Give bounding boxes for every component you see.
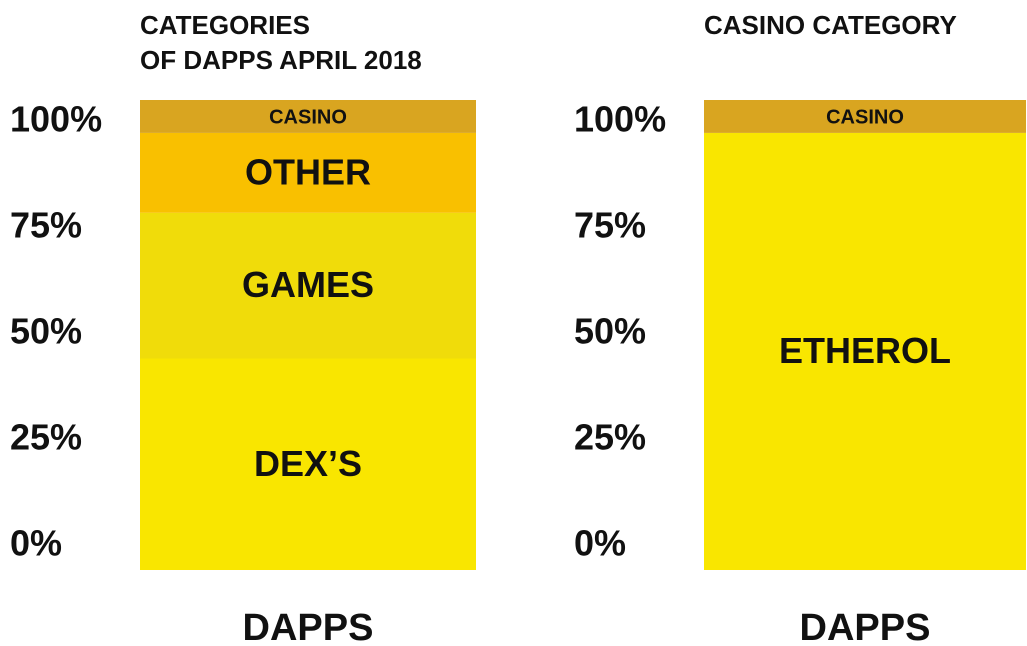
x-axis-label: DAPPS <box>800 607 931 646</box>
segment-label: OTHER <box>245 151 371 192</box>
y-tick-label: 0% <box>10 523 62 564</box>
chart-title: CASINO CATEGORY <box>704 10 957 40</box>
chart-title: OF DAPPS APRIL 2018 <box>140 45 422 75</box>
bar-segment <box>140 358 476 570</box>
bar-segment <box>140 100 476 133</box>
segment-label: CASINO <box>826 107 904 129</box>
y-tick-label: 100% <box>10 99 102 140</box>
x-axis-label: DAPPS <box>243 607 374 646</box>
y-tick-label: 0% <box>574 523 626 564</box>
y-tick-label: 25% <box>574 417 646 458</box>
y-tick-label: 75% <box>10 205 82 246</box>
bar-segment <box>140 212 476 359</box>
segment-label: GAMES <box>242 264 374 305</box>
bar-segment <box>140 132 476 213</box>
y-tick-label: 50% <box>10 311 82 352</box>
segment-label: DEX’S <box>254 443 362 484</box>
y-tick-label: 25% <box>10 417 82 458</box>
chart-title: CATEGORIES <box>140 10 310 40</box>
y-tick-label: 50% <box>574 311 646 352</box>
y-tick-label: 75% <box>574 205 646 246</box>
segment-label: ETHEROL <box>779 330 951 371</box>
segment-label: CASINO <box>269 107 347 129</box>
bar-segment <box>704 132 1026 570</box>
y-tick-label: 100% <box>574 99 666 140</box>
bar-segment <box>704 100 1026 133</box>
